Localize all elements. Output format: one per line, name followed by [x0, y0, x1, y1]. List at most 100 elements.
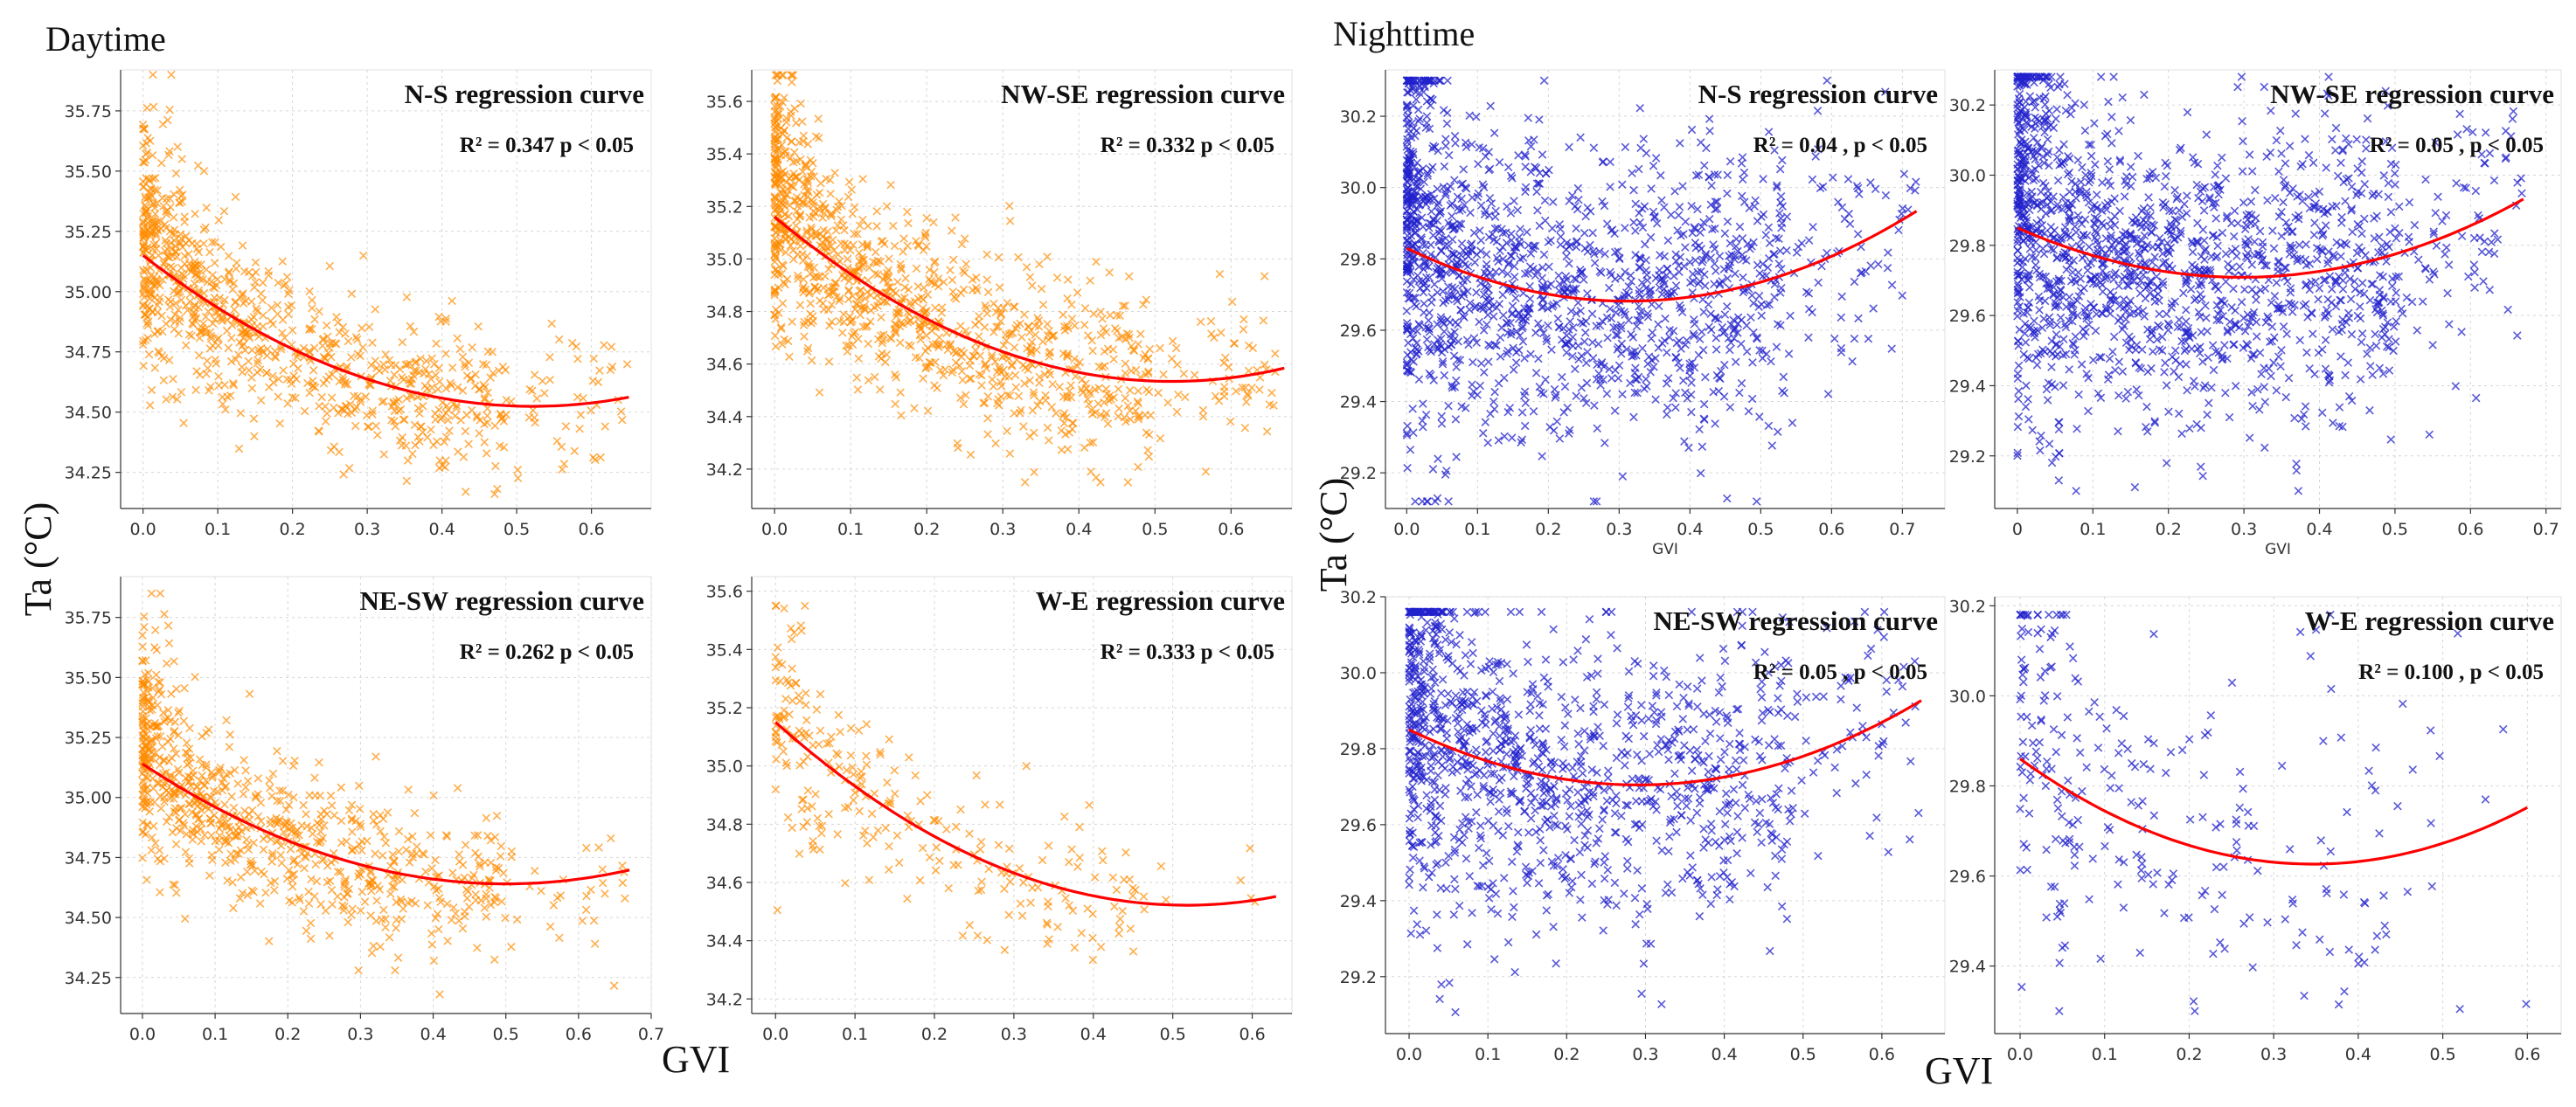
scatter-point [274, 375, 283, 384]
scatter-point [433, 437, 441, 446]
scatter-point [245, 689, 254, 699]
scatter-point [878, 275, 888, 284]
scatter-point [1247, 384, 1256, 392]
scatter-point [556, 891, 566, 900]
scatter-point [1454, 320, 1462, 329]
scatter-point [962, 259, 970, 269]
scatter-point [892, 312, 901, 321]
scatter-point [1698, 328, 1706, 336]
scatter-point [618, 861, 627, 870]
scatter-point [346, 353, 356, 362]
scatter-point [170, 190, 178, 199]
scatter-point [779, 167, 788, 176]
scatter-point [870, 372, 879, 382]
scatter-point [361, 392, 371, 401]
scatter-point [795, 211, 804, 221]
scatter-point [793, 202, 802, 211]
scatter-point [191, 260, 200, 270]
scatter-point [1588, 228, 1597, 238]
scatter-point [956, 805, 965, 814]
scatter-point [371, 305, 380, 314]
x-tick-label: 0.1 [1464, 520, 1490, 539]
scatter-point [305, 324, 315, 333]
scatter-point [770, 288, 779, 297]
scatter-point [863, 287, 872, 296]
scatter-point [308, 303, 316, 313]
scatter-point [994, 303, 1003, 313]
scatter-point [1241, 398, 1251, 406]
scatter-point [770, 145, 780, 155]
scatter-point [1420, 308, 1428, 317]
scatter-point [284, 302, 293, 311]
scatter-point [1063, 352, 1072, 362]
scatter-point [863, 839, 871, 848]
scatter-point [1156, 861, 1166, 871]
scatter-point [975, 332, 983, 341]
scatter-point [162, 210, 171, 219]
scatter-point [826, 190, 835, 198]
scatter-point [1019, 422, 1028, 431]
scatter-point [1413, 158, 1421, 167]
scatter-point [1637, 204, 1647, 213]
scatter-point [191, 672, 199, 681]
scatter-point [512, 915, 522, 924]
scatter-point [1762, 349, 1771, 358]
scatter-point [1537, 388, 1545, 398]
scatter-point [818, 242, 827, 252]
scatter-point [1496, 352, 1505, 361]
scatter-point [965, 920, 975, 930]
scatter-point [270, 347, 280, 356]
scatter-point [983, 430, 992, 439]
scatter-point [143, 134, 152, 142]
scatter-point [394, 827, 404, 836]
scatter-point [802, 701, 810, 709]
scatter-point [483, 388, 492, 398]
scatter-point [483, 412, 492, 420]
scatter-point [1470, 258, 1480, 267]
scatter-point [904, 218, 913, 228]
scatter-point [773, 643, 782, 652]
scatter-point [156, 888, 164, 897]
scatter-point [139, 232, 149, 240]
scatter-point [994, 253, 1003, 262]
scatter-point [1770, 293, 1779, 301]
scatter-point [796, 621, 806, 630]
scatter-point [1647, 184, 1656, 193]
scatter-point [1004, 844, 1014, 853]
scatter-point [854, 354, 864, 363]
scatter-point [799, 757, 809, 766]
scatter-point [196, 274, 205, 284]
scatter-point [1614, 361, 1624, 370]
scatter-point [903, 207, 912, 217]
scatter-point [1476, 359, 1486, 368]
scatter-point [532, 394, 541, 403]
scatter-point [776, 226, 786, 236]
scatter-point [253, 356, 262, 365]
scatter-point [246, 315, 256, 324]
scatter-point [1871, 184, 1880, 194]
scatter-point [1457, 239, 1467, 248]
scatter-point [1523, 227, 1531, 237]
scatter-point [1117, 333, 1126, 342]
scatter-point [299, 907, 309, 916]
scatter-point [1089, 309, 1099, 319]
scatter-point [489, 369, 497, 377]
scatter-point [772, 305, 781, 315]
scatter-point [1033, 882, 1043, 892]
scatter-point [240, 266, 249, 276]
scatter-point [304, 899, 314, 908]
scatter-point [448, 868, 457, 877]
scatter-point [781, 210, 789, 219]
scatter-point [1080, 304, 1090, 313]
scatter-point [1573, 298, 1583, 308]
scatter-point [1124, 330, 1134, 339]
scatter-point [1590, 259, 1600, 267]
scatter-point [429, 956, 439, 965]
scatter-point [936, 365, 945, 375]
y-tick-label: 30.0 [1949, 166, 1986, 185]
scatter-point [369, 816, 378, 825]
scatter-point [233, 350, 243, 359]
scatter-point [798, 197, 808, 207]
scatter-point [144, 304, 154, 313]
scatter-point [1142, 295, 1151, 304]
